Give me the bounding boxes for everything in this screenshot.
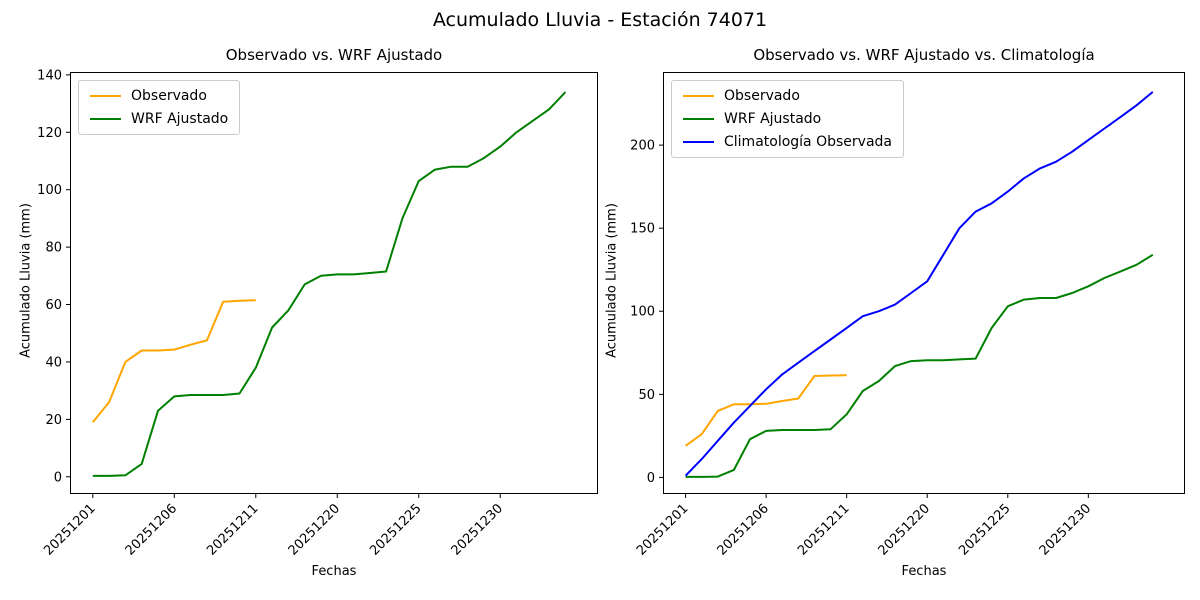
series-line-observado bbox=[685, 374, 847, 447]
x-tick-label: 20251201 bbox=[634, 501, 691, 558]
x-tick-label: 20251206 bbox=[123, 501, 180, 558]
series-line-wrf-ajustado bbox=[92, 91, 567, 477]
legend-line-swatch bbox=[90, 118, 121, 120]
y-tick-label: 120 bbox=[37, 126, 62, 141]
legend-item: Observado bbox=[683, 88, 892, 104]
x-tick-label: 20251211 bbox=[795, 501, 852, 558]
series-line-wrf-ajustado bbox=[685, 253, 1154, 478]
right-chart-ylabel: Acumulado Lluvia (mm) bbox=[604, 203, 620, 358]
legend-item: Climatología Observada bbox=[683, 134, 892, 150]
legend-label: WRF Ajustado bbox=[131, 111, 229, 127]
y-tick-label: 100 bbox=[37, 183, 62, 198]
legend-line-swatch bbox=[683, 118, 714, 120]
y-tick-label: 200 bbox=[630, 139, 655, 154]
x-tick-label: 20251225 bbox=[956, 501, 1013, 558]
figure-title: Acumulado Lluvia - Estación 74071 bbox=[432, 9, 768, 31]
left-chart-ylabel: Acumulado Lluvia (mm) bbox=[18, 203, 34, 358]
left-chart-legend: Observado WRF Ajustado bbox=[78, 80, 241, 135]
x-tick-label: 20251211 bbox=[204, 501, 261, 558]
x-axis-ticks: 20251201 20251206 20251211 20251220 20251225… bbox=[634, 494, 1094, 559]
series-line-observado bbox=[92, 299, 256, 423]
axes-border bbox=[70, 72, 598, 494]
legend-line-swatch bbox=[683, 95, 714, 97]
x-tick-label: 20251225 bbox=[367, 501, 424, 558]
legend-line-swatch bbox=[90, 95, 121, 97]
y-tick-label: 50 bbox=[638, 388, 655, 403]
y-axis-ticks: 0 20 40 60 80 100 120 140 bbox=[37, 68, 70, 485]
right-chart-xlabel: Fechas bbox=[901, 564, 947, 579]
axes-border bbox=[663, 72, 1185, 494]
right-chart-title: Observado vs. WRF Ajustado vs. Climatolo… bbox=[753, 46, 1095, 64]
legend-label: Observado bbox=[724, 88, 800, 104]
y-tick-label: 40 bbox=[45, 355, 62, 370]
legend-label: Observado bbox=[131, 88, 207, 104]
right-chart-legend: Observado WRF Ajustado Climatología Observ… bbox=[671, 80, 904, 158]
x-axis-ticks: 20251201 20251206 20251211 20251220 20251225… bbox=[41, 494, 506, 559]
legend-line-swatch bbox=[683, 141, 714, 143]
series-line-climatolog-a-observada bbox=[684, 91, 1154, 477]
left-chart-title: Observado vs. WRF Ajustado bbox=[225, 46, 443, 64]
y-tick-label: 20 bbox=[45, 413, 62, 428]
y-tick-label: 100 bbox=[630, 305, 655, 320]
legend-item: WRF Ajustado bbox=[683, 111, 892, 127]
x-tick-label: 20251230 bbox=[449, 501, 506, 558]
left-chart-xlabel: Fechas bbox=[311, 564, 357, 579]
x-tick-label: 20251220 bbox=[286, 501, 343, 558]
legend-label: Climatología Observada bbox=[724, 134, 892, 150]
legend-label: WRF Ajustado bbox=[724, 111, 822, 127]
legend-item: WRF Ajustado bbox=[90, 111, 228, 127]
y-tick-label: 80 bbox=[45, 241, 62, 256]
y-axis-ticks: 0 50 100 150 200 bbox=[630, 139, 663, 486]
y-tick-label: 60 bbox=[45, 298, 62, 313]
x-tick-label: 20251220 bbox=[876, 501, 933, 558]
y-tick-label: 0 bbox=[54, 470, 62, 485]
x-tick-label: 20251201 bbox=[41, 501, 98, 558]
y-tick-label: 140 bbox=[37, 68, 62, 83]
x-tick-label: 20251206 bbox=[715, 501, 772, 558]
y-tick-label: 150 bbox=[630, 222, 655, 237]
x-tick-label: 20251230 bbox=[1037, 501, 1094, 558]
legend-item: Observado bbox=[90, 88, 228, 104]
y-tick-label: 0 bbox=[647, 471, 655, 486]
